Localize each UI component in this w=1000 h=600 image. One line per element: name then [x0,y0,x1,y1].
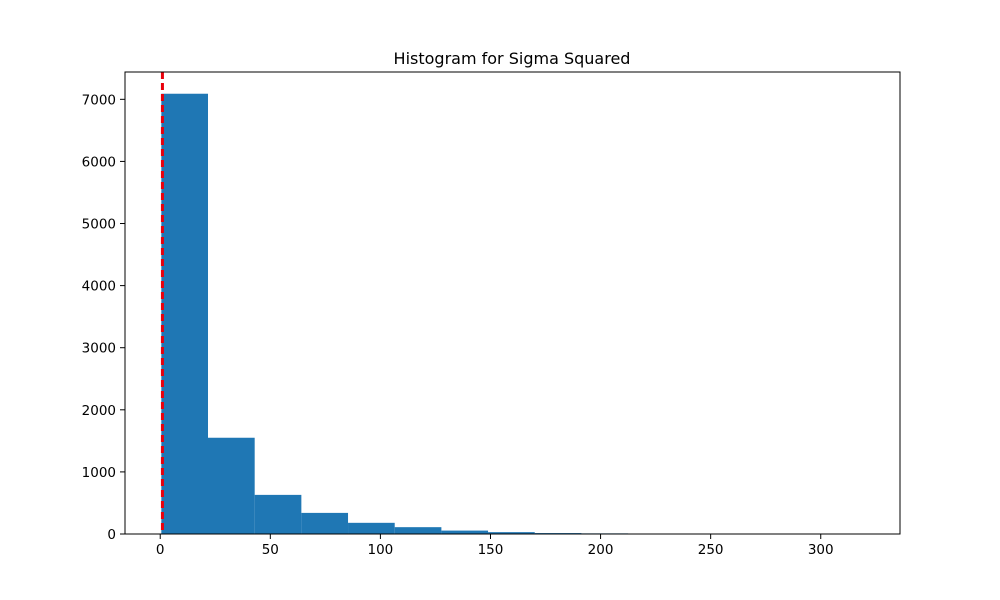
histogram-bar-2 [254,494,302,534]
x-tick-label-150: 150 [478,542,504,558]
chart-title: Histogram for Sigma Squared [394,49,631,68]
histogram-bar-1 [208,437,255,534]
y-tick-label-3000: 3000 [82,341,116,357]
x-tick-label-100: 100 [368,542,394,558]
bars-layer [161,93,862,534]
x-tick-label-250: 250 [698,542,724,558]
x-tick-label-200: 200 [588,542,614,558]
plot-frame [124,71,901,535]
y-tick-label-6000: 6000 [82,154,116,170]
x-tick-label-0: 0 [156,542,165,558]
histogram-bar-7 [488,532,535,534]
histogram-bar-6 [441,530,489,534]
y-tick-label-0: 0 [107,527,116,543]
ticks-layer: 0 50 100 150 200 250 3000100020003000400050006… [82,92,834,558]
y-tick-label-2000: 2000 [82,403,116,419]
histogram-bar-0 [161,93,209,534]
y-tick-label-7000: 7000 [82,92,116,108]
axes-layer [124,71,901,535]
x-tick-label-50: 50 [262,542,279,558]
y-tick-label-1000: 1000 [82,465,116,481]
y-tick-label-5000: 5000 [82,217,116,233]
histogram-bar-3 [301,512,349,534]
x-tick-label-300: 300 [808,542,834,558]
y-tick-label-4000: 4000 [82,279,116,295]
histogram-bar-4 [348,522,395,534]
histogram-bar-5 [394,527,442,534]
